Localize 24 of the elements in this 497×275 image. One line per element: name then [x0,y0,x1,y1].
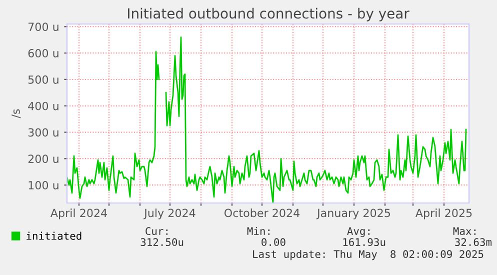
text: 0.00 [262,238,286,246]
text: 312.50u [140,238,184,246]
x-tick-label: April 2024 [50,208,107,220]
x-tick-label: October 2024 [224,208,300,218]
y-tick-label: 700 u [28,22,58,32]
y-tick-label: 600 u [28,49,58,58]
text: Cur: [146,227,168,236]
text: Max: [453,227,476,236]
x-tick-label: July 2024 [144,208,196,220]
y-axis-title: /s [12,109,21,118]
text: 161.93u [343,238,386,246]
y-tick-label: 200 u [28,154,58,164]
legend-label: initiated [26,232,82,240]
y-tick-label: 500 u [28,75,58,84]
text: Last update: Thu May 8 02:00:09 2025 [253,250,484,260]
x-tick-label: April 2025 [415,208,472,220]
y-tick-label: 100 u [28,181,58,190]
y-tick-label: 400 u [28,102,58,110]
text: 32.63m [455,238,492,246]
text: Avg: [347,227,370,238]
text: Min: [247,226,270,235]
x-tick-label: January 2025 [316,208,390,220]
y-tick-label: 300 u [28,128,58,137]
chart-title: Initiated outbound connections - by year [128,8,410,22]
